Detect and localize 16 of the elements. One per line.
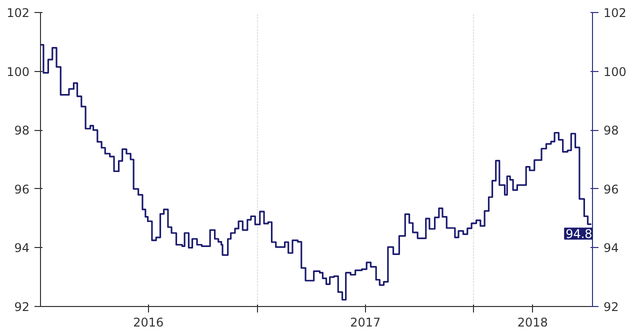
y-tick-label: 102 <box>6 6 30 20</box>
y2-tick-label: 94 <box>604 241 619 256</box>
x-tick-label: 2016 <box>133 316 164 330</box>
y2-tick-label: 96 <box>604 182 619 196</box>
y-tick-label: 98 <box>14 124 30 138</box>
annotation: 94.8 <box>566 227 592 242</box>
y2-tick-label: 102 <box>604 6 626 20</box>
y2-tick-label: 100 <box>604 64 626 79</box>
x-tick-label: 2018 <box>517 316 548 330</box>
y-tick-label: 92 <box>14 300 30 314</box>
x-tick-label: 2017 <box>350 316 381 330</box>
y-tick-label: 94 <box>14 241 30 256</box>
y2-tick-label: 92 <box>604 300 619 314</box>
y-tick-label: 100 <box>6 64 30 79</box>
y-tick-label: 96 <box>14 182 30 196</box>
y2-tick-label: 98 <box>604 124 619 138</box>
